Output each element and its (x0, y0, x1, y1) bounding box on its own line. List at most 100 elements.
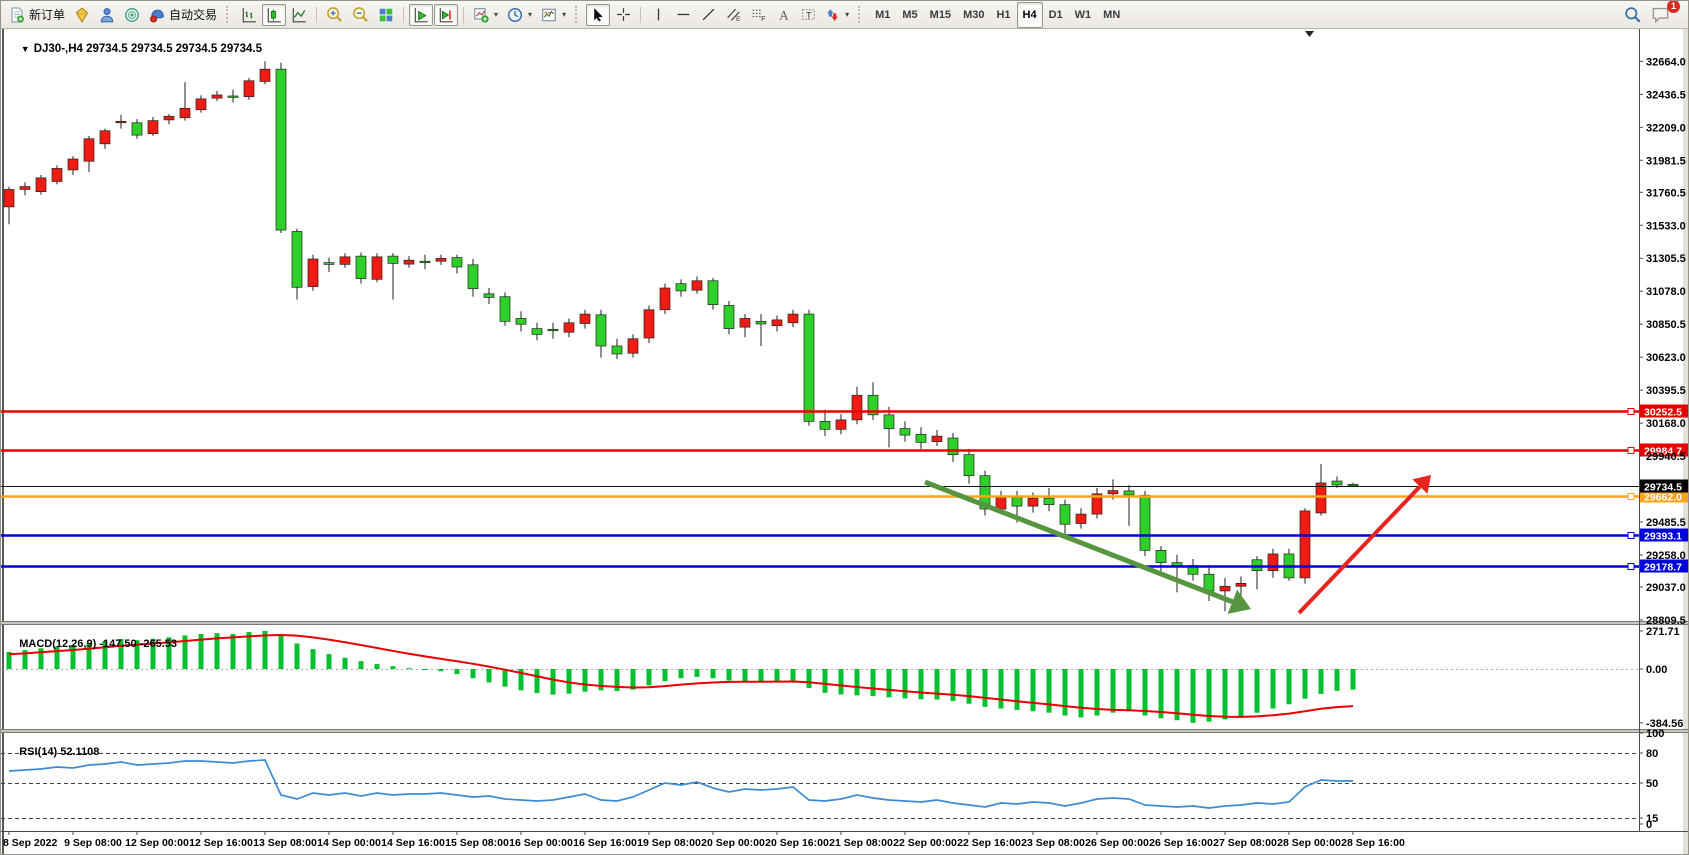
notifications-button[interactable]: 1 (1647, 1, 1680, 26)
tile-windows-icon (379, 8, 393, 21)
crosshair-tool-button[interactable] (611, 4, 635, 26)
arrows-tool-button[interactable]: ▾ (821, 4, 853, 26)
add-indicator-button[interactable]: ▾ (469, 4, 502, 26)
zoom-in-button[interactable] (322, 4, 347, 26)
downtrend-arrow[interactable] (924, 479, 1251, 614)
new-order-icon (11, 7, 24, 22)
auto-scroll-icon (414, 7, 428, 22)
timeframe-W1[interactable]: W1 (1074, 8, 1092, 21)
candlestick-chart-button[interactable] (262, 3, 287, 26)
svg-text:31078.0: 31078.0 (1646, 286, 1686, 298)
horizontal-line-tool-button[interactable] (671, 4, 695, 26)
svg-text:22 Sep 16:00: 22 Sep 16:00 (957, 837, 1021, 849)
svg-text:26 Sep 16:00: 26 Sep 16:00 (1149, 837, 1213, 849)
new-order-button[interactable]: 新订单 (5, 4, 69, 26)
svg-text:29178.7: 29178.7 (1644, 562, 1682, 574)
timeframe-M1[interactable]: M1 (875, 8, 891, 21)
dropdown-arrow-icon: ▾ (845, 10, 850, 19)
zoom-in-icon (327, 7, 342, 22)
svg-text:29940.5: 29940.5 (1646, 451, 1686, 463)
svg-text:80: 80 (1646, 748, 1658, 760)
text-label-icon: T (801, 9, 815, 21)
svg-text:28809.5: 28809.5 (1646, 615, 1686, 627)
market-button[interactable] (95, 4, 119, 26)
templates-button[interactable]: ▾ (537, 4, 570, 26)
template-icon (542, 8, 556, 21)
bar-chart-button[interactable] (237, 4, 261, 26)
svg-text:8 Sep 2022: 8 Sep 2022 (3, 837, 57, 849)
notification-badge: 1 (1667, 1, 1680, 13)
svg-text:31305.5: 31305.5 (1646, 253, 1686, 265)
timeframe-M5[interactable]: M5 (902, 8, 918, 21)
svg-text:15: 15 (1646, 813, 1658, 825)
svg-text:-384.56: -384.56 (1646, 718, 1683, 730)
horizontal-line-object[interactable]: 29393.1 (1, 528, 1689, 543)
toolbar-separator (640, 6, 642, 23)
svg-text:32664.0: 32664.0 (1646, 56, 1686, 68)
svg-text:13 Sep 08:00: 13 Sep 08:00 (253, 837, 317, 849)
rsi-line (8, 759, 1354, 809)
chart-shift-icon (439, 7, 453, 22)
vertical-line-tool-button[interactable] (646, 4, 670, 26)
horizontal-line-object[interactable]: 29178.7 (1, 559, 1689, 574)
svg-text:F: F (761, 16, 765, 22)
cursor-tool-button[interactable] (586, 3, 611, 26)
svg-text:23 Sep 08:00: 23 Sep 08:00 (1021, 837, 1085, 849)
tile-windows-button[interactable] (374, 4, 398, 26)
svg-text:14 Sep 00:00: 14 Sep 00:00 (317, 837, 381, 849)
macd-indicator-label: MACD(12,26,9) -147.50 -265.53 (7, 626, 177, 662)
search-icon (1625, 6, 1641, 23)
dropdown-arrow-icon: ▾ (494, 10, 499, 19)
svg-text:271.71: 271.71 (1646, 626, 1680, 638)
svg-text:16 Sep 16:00: 16 Sep 16:00 (573, 837, 637, 849)
timeframe-M30[interactable]: M30 (963, 8, 985, 21)
channel-tool-button[interactable]: E (721, 4, 745, 26)
text-tool-button[interactable]: A (771, 4, 795, 26)
chart-dropdown-icon[interactable]: ▼ (20, 44, 30, 54)
chart-title: ▼ DJ30-,H4 29734.5 29734.5 29734.5 29734.… (8, 31, 262, 67)
macd-signal-line (8, 633, 1354, 718)
auto-trading-label: 自动交易 (169, 8, 218, 22)
fibonacci-icon: F (752, 9, 765, 22)
macd-histogram (6, 630, 1356, 723)
horizontal-line-object[interactable]: 30252.5 (1, 404, 1689, 419)
search-button[interactable] (1620, 4, 1646, 26)
fibonacci-tool-button[interactable]: F (746, 4, 770, 26)
trendline-tool-button[interactable] (696, 4, 720, 26)
svg-text:12 Sep 16:00: 12 Sep 16:00 (189, 837, 253, 849)
reversal-arrow[interactable] (1297, 475, 1431, 615)
chart-corner-dropdown-icon[interactable] (1305, 31, 1314, 37)
signals-button[interactable] (120, 4, 144, 26)
horizontal-line-object[interactable]: 29984.7 (1, 443, 1689, 458)
styler-button[interactable] (70, 4, 94, 26)
clock-icon (508, 7, 523, 22)
svg-text:26 Sep 00:00: 26 Sep 00:00 (1085, 837, 1149, 849)
cursor-icon (593, 8, 603, 22)
auto-scroll-button[interactable] (409, 3, 434, 26)
zoom-out-button[interactable] (348, 4, 373, 26)
svg-text:T: T (805, 10, 811, 21)
auto-trading-button[interactable]: 自动交易 (145, 4, 221, 26)
text-label-tool-button[interactable]: T (796, 4, 820, 26)
chart-shift-button[interactable] (434, 3, 459, 26)
price-axis: 32664.0 32436.5 32209.0 31981.5 31760.5 31533… (1639, 56, 1686, 627)
line-chart-button[interactable] (287, 4, 311, 26)
timeframe-H1[interactable]: H1 (996, 8, 1011, 21)
svg-text:0: 0 (1646, 819, 1652, 831)
equidistant-channel-icon: E (726, 8, 740, 22)
current-price-line[interactable]: 29734.5 (1, 479, 1689, 494)
arrow-objects-icon (827, 9, 838, 21)
periods-button[interactable]: ▾ (503, 4, 536, 26)
svg-text:27 Sep 08:00: 27 Sep 08:00 (1213, 837, 1277, 849)
toolbar: 新订单 自动交易 (1, 1, 1688, 29)
svg-text:31533.0: 31533.0 (1646, 220, 1686, 232)
toolbar-separator (463, 6, 465, 23)
timeframe-D1[interactable]: D1 (1048, 8, 1063, 21)
timeframe-H4[interactable]: H4 (1016, 1, 1043, 28)
timeframe-MN[interactable]: MN (1103, 8, 1121, 21)
timeframe-M15[interactable]: M15 (929, 8, 952, 21)
horizontal-line-object[interactable]: 29662.0 (1, 489, 1689, 504)
svg-text:21 Sep 08:00: 21 Sep 08:00 (829, 837, 893, 849)
